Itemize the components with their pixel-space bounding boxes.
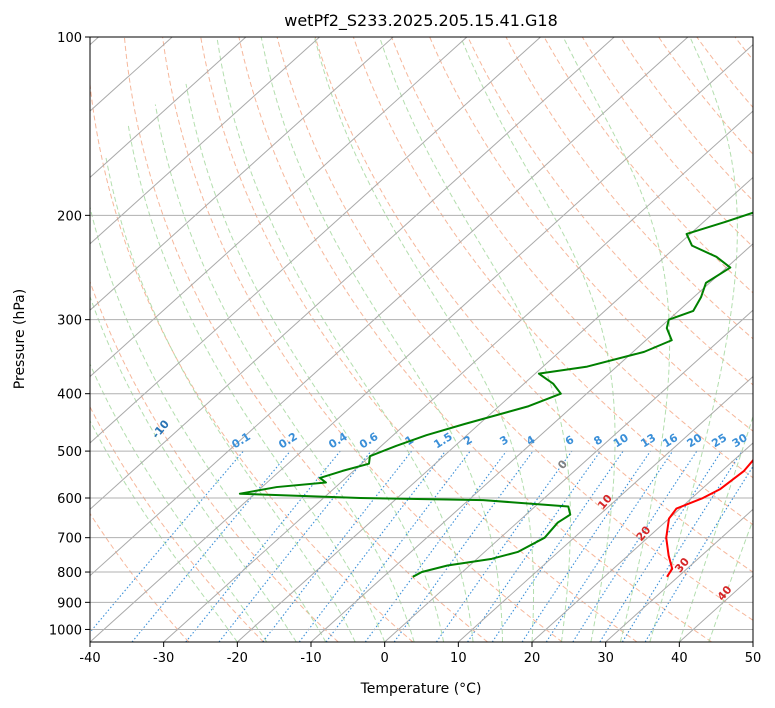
mixing-ratio-line bbox=[467, 450, 601, 642]
isotherm bbox=[90, 44, 753, 642]
isotherm bbox=[90, 37, 320, 245]
moist-adiabat bbox=[90, 204, 327, 642]
isotherm bbox=[90, 37, 541, 444]
isotherm bbox=[90, 37, 247, 179]
moist-adiabat bbox=[708, 518, 753, 642]
y-tick-label: 500 bbox=[57, 445, 82, 460]
x-axis: -40 -30 -20 -10 0 10 20 30 40 50 bbox=[79, 642, 761, 666]
y-tick-label: 600 bbox=[57, 492, 82, 507]
y-tick-label: 300 bbox=[57, 314, 82, 329]
x-tick-label: -40 bbox=[79, 651, 100, 666]
moist-adiabat bbox=[154, 104, 415, 642]
mixing-ratio-line bbox=[644, 465, 753, 642]
isotherm bbox=[90, 37, 689, 577]
dry-adiabat bbox=[352, 37, 753, 526]
mixing-ratio-line bbox=[521, 450, 651, 642]
moist-adiabat bbox=[313, 37, 535, 642]
x-tick-label: -30 bbox=[153, 651, 174, 666]
moist-adiabat bbox=[90, 362, 268, 642]
x-tick-label: 20 bbox=[524, 651, 541, 666]
x-tick-label: -10 bbox=[300, 651, 321, 666]
moist-adiabat bbox=[90, 295, 297, 642]
moist-adiabat bbox=[185, 83, 445, 642]
y-tick-label: 800 bbox=[57, 566, 82, 581]
moist-adiabat bbox=[562, 37, 671, 642]
isotherm bbox=[457, 375, 753, 642]
dry-adiabat bbox=[90, 512, 190, 642]
mixing-ratio-line bbox=[491, 450, 624, 642]
isotherm bbox=[90, 37, 394, 311]
dry-adiabat bbox=[314, 37, 753, 573]
dry-adiabat bbox=[162, 37, 563, 642]
sounding-series bbox=[238, 211, 753, 578]
sounding-line bbox=[665, 458, 753, 578]
isotherms bbox=[90, 37, 753, 642]
isotherm bbox=[384, 309, 753, 642]
x-tick-label: 50 bbox=[745, 651, 762, 666]
mixing-ratio-line bbox=[131, 450, 291, 642]
x-tick-label: 30 bbox=[597, 651, 614, 666]
dry-adiabat bbox=[429, 37, 753, 432]
moist-adiabat bbox=[260, 37, 504, 642]
dry-adiabat bbox=[620, 37, 753, 202]
plot-frame bbox=[89, 36, 754, 643]
isotherm bbox=[236, 176, 753, 642]
moist-adiabat bbox=[649, 37, 738, 642]
moist-adiabat bbox=[379, 37, 571, 642]
y-tick-label: 700 bbox=[57, 532, 82, 547]
mixing-ratio-line bbox=[572, 450, 698, 642]
dry-adiabat bbox=[391, 37, 753, 479]
y-axis-label: Pressure (hPa) bbox=[12, 289, 28, 389]
moist-adiabat bbox=[90, 419, 238, 642]
mixing-ratio-line bbox=[298, 450, 446, 642]
isotherm bbox=[90, 37, 468, 378]
moist-adiabat bbox=[678, 415, 753, 642]
y-tick-label: 900 bbox=[57, 596, 82, 611]
isotherm bbox=[531, 442, 753, 642]
moist-adiabat bbox=[216, 37, 474, 642]
y-tick-label: 100 bbox=[57, 31, 82, 46]
isotherm bbox=[163, 110, 753, 642]
y-tick-label: 1000 bbox=[49, 623, 82, 638]
dry-adiabat bbox=[276, 37, 753, 621]
chart-title: wetPf2_S233.2025.205.15.41.G18 bbox=[284, 11, 558, 31]
mixing-ratio-line bbox=[393, 450, 534, 642]
x-axis-label: Temperature (°C) bbox=[360, 681, 482, 697]
mixing-ratio-line bbox=[90, 450, 244, 634]
y-axis: 100 200 300 400 500 600 700 800 900 1000 bbox=[49, 31, 90, 638]
x-tick-label: -20 bbox=[227, 651, 248, 666]
y-tick-label: 400 bbox=[57, 388, 82, 403]
x-tick-label: 10 bbox=[450, 651, 467, 666]
mixing-ratio-line bbox=[325, 450, 471, 642]
pressure-gridlines bbox=[90, 37, 753, 630]
isotherm bbox=[90, 37, 615, 510]
dry-adiabat bbox=[200, 37, 638, 642]
mixing-ratio-label: 36 bbox=[751, 431, 771, 450]
y-tick-label: 200 bbox=[57, 209, 82, 224]
sounding-line bbox=[238, 211, 753, 578]
moist-adiabat bbox=[460, 37, 616, 642]
dry-adiabat bbox=[90, 280, 339, 642]
isotherm bbox=[605, 508, 753, 642]
dry-adiabat bbox=[581, 37, 753, 248]
dry-adiabat bbox=[238, 37, 712, 642]
dry-adiabat bbox=[467, 37, 753, 386]
x-tick-label: 40 bbox=[671, 651, 688, 666]
isotherm bbox=[310, 243, 753, 642]
x-tick-label: 0 bbox=[381, 651, 389, 666]
mixing-ratio-line bbox=[599, 450, 722, 642]
